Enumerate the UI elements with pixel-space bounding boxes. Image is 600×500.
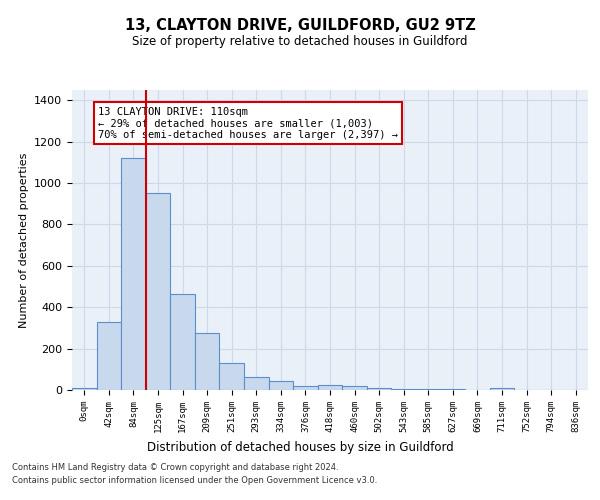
- Text: Contains HM Land Registry data © Crown copyright and database right 2024.: Contains HM Land Registry data © Crown c…: [12, 464, 338, 472]
- Y-axis label: Number of detached properties: Number of detached properties: [19, 152, 29, 328]
- Bar: [244, 376, 269, 390]
- Text: Contains public sector information licensed under the Open Government Licence v3: Contains public sector information licen…: [12, 476, 377, 485]
- Text: 13 CLAYTON DRIVE: 110sqm
← 29% of detached houses are smaller (1,003)
70% of sem: 13 CLAYTON DRIVE: 110sqm ← 29% of detach…: [98, 106, 398, 140]
- Bar: [170, 294, 195, 390]
- Bar: [195, 333, 220, 390]
- Bar: [342, 386, 367, 390]
- Bar: [146, 194, 170, 390]
- Bar: [391, 389, 416, 390]
- Bar: [220, 363, 244, 390]
- Bar: [318, 385, 342, 390]
- Bar: [440, 389, 465, 390]
- Bar: [72, 388, 97, 390]
- Bar: [416, 389, 440, 390]
- Bar: [293, 386, 318, 390]
- Bar: [367, 388, 391, 390]
- Bar: [490, 388, 514, 390]
- Bar: [97, 322, 121, 390]
- Text: Distribution of detached houses by size in Guildford: Distribution of detached houses by size …: [146, 441, 454, 454]
- Text: 13, CLAYTON DRIVE, GUILDFORD, GU2 9TZ: 13, CLAYTON DRIVE, GUILDFORD, GU2 9TZ: [125, 18, 475, 32]
- Text: Size of property relative to detached houses in Guildford: Size of property relative to detached ho…: [132, 35, 468, 48]
- Bar: [269, 380, 293, 390]
- Bar: [121, 158, 146, 390]
